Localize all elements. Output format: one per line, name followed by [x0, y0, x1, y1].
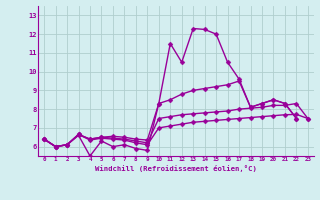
X-axis label: Windchill (Refroidissement éolien,°C): Windchill (Refroidissement éolien,°C) — [95, 165, 257, 172]
